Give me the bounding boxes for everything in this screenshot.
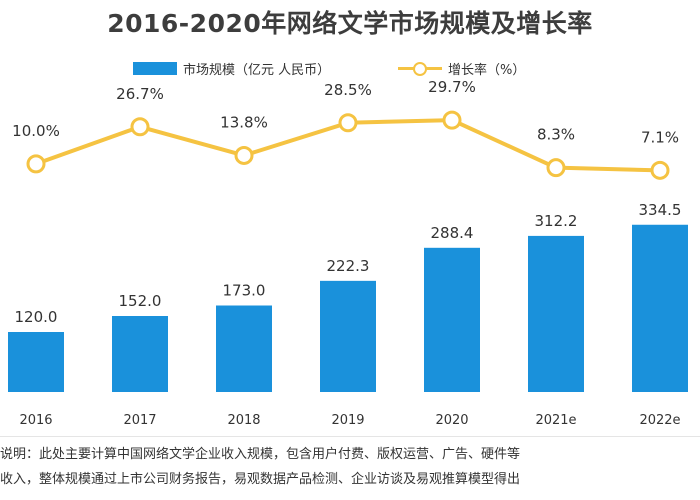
x-axis-tick-labels: 2016 2017 2018 2019 2020 2021e 2022e: [19, 413, 680, 428]
growth-rate-point: [338, 113, 358, 133]
bar-2022e: [632, 224, 688, 392]
legend-line-swatch: [398, 61, 442, 76]
growth-rate-label: 13.8%: [220, 113, 268, 131]
bar-value-label: 173.0: [223, 282, 266, 300]
bar-value-label: 334.5: [639, 201, 682, 219]
x-tick-label: 2021e: [535, 413, 576, 428]
bar-2020: [424, 247, 480, 392]
bar-2018: [216, 305, 272, 392]
growth-rate-point: [26, 154, 46, 174]
chart-area: 120.0 152.0 173.0 222.3 288.4 312.2 334.5 10.0…: [8, 78, 688, 428]
x-tick-label: 2020: [435, 413, 468, 428]
bar-2017: [112, 316, 168, 392]
growth-rate-label: 29.7%: [428, 78, 476, 96]
legend-bar-swatch: [133, 61, 177, 75]
bar-value-label: 120.0: [15, 308, 58, 326]
legend-bar-label: 市场规模（亿元 人民币）: [183, 62, 331, 78]
growth-rate-point: [442, 110, 462, 130]
bar-2019: [320, 280, 376, 392]
bar-value-label: 152.0: [119, 292, 162, 310]
bar-value-label: 312.2: [535, 212, 578, 230]
bar-2016: [8, 332, 64, 392]
growth-rate-label: 26.7%: [116, 85, 164, 103]
growth-rate-point: [130, 117, 150, 137]
line-value-labels: 10.0% 26.7% 13.8% 28.5% 29.7% 8.3% 7.1%: [12, 78, 679, 146]
line-series: [26, 110, 670, 180]
bar-2021e: [528, 235, 584, 392]
growth-rate-label: 28.5%: [324, 81, 372, 99]
growth-rate-label: 10.0%: [12, 122, 60, 140]
bar-value-label: 288.4: [431, 224, 474, 242]
footnote-line-2: 收入，整体规模通过上市公司财务报告，易观数据产品检测、企业访谈及易观推算模型得出: [0, 472, 521, 487]
growth-rate-point: [546, 158, 566, 178]
bar-series: [8, 224, 688, 392]
x-tick-label: 2016: [19, 413, 52, 428]
legend-line-label: 增长率（%）: [448, 62, 526, 78]
x-tick-label: 2019: [331, 413, 364, 428]
chart-title: 2016-2020年网络文学市场规模及增长率: [107, 9, 593, 38]
x-tick-label: 2022e: [639, 413, 680, 428]
footnote-divider: [0, 436, 700, 437]
growth-rate-point: [234, 145, 254, 165]
growth-rate-label: 8.3%: [537, 126, 575, 144]
footnote-line-1: 说明：此处主要计算中国网络文学企业收入规模，包含用户付费、版权运营、广告、硬件等: [0, 447, 521, 462]
growth-rate-label: 7.1%: [641, 128, 679, 146]
bar-value-label: 222.3: [327, 257, 370, 275]
growth-rate-point: [650, 160, 670, 180]
legend-bar-item: 市场规模（亿元 人民币）: [133, 58, 330, 78]
legend-line-item: 增长率（%）: [398, 58, 525, 78]
x-tick-label: 2018: [227, 413, 260, 428]
x-tick-label: 2017: [123, 413, 156, 428]
bar-value-labels: 120.0 152.0 173.0 222.3 288.4 312.2 334.5: [15, 201, 682, 326]
